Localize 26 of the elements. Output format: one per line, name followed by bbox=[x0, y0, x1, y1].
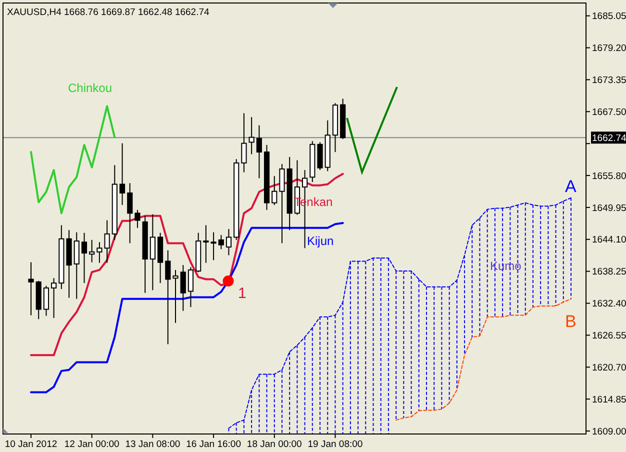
series-label: Kijun bbox=[307, 234, 334, 248]
y-tick-label: 1609.00 bbox=[592, 426, 626, 438]
x-tick-label: 10 Jan 2012 bbox=[4, 439, 58, 450]
annotation: 1 bbox=[238, 285, 246, 302]
y-tick-label: 1685.05 bbox=[592, 11, 626, 22]
x-tick-label: 18 Jan 00:00 bbox=[246, 439, 302, 450]
x-tick-label: 12 Jan 00:00 bbox=[64, 439, 120, 450]
ref-line-label: 1662.74 bbox=[592, 132, 626, 144]
y-tick-label: 1614.85 bbox=[592, 394, 626, 406]
y-tick-label: 1679.20 bbox=[592, 43, 626, 54]
series-label: B bbox=[565, 312, 576, 331]
series-label: A bbox=[565, 177, 577, 196]
y-tick-label: 1620.70 bbox=[592, 362, 626, 374]
y-tick-label: 1632.40 bbox=[592, 298, 626, 310]
text: XAUUSD,H4 1668.76 1669.87 1662.48 1662.74 bbox=[7, 7, 210, 18]
y-tick-label: 1626.55 bbox=[592, 330, 626, 342]
y-tick-label: 1667.50 bbox=[592, 106, 626, 118]
y-tick-label: 1649.95 bbox=[592, 202, 626, 214]
x-tick-label: 16 Jan 16:00 bbox=[186, 439, 242, 450]
y-tick-label: 1638.25 bbox=[592, 266, 626, 278]
x-tick-label: 13 Jan 08:00 bbox=[125, 439, 180, 450]
x-tick-label: 19 Jan 08:00 bbox=[308, 439, 363, 450]
y-tick-label: 1655.80 bbox=[592, 170, 626, 182]
y-tick-label: 1673.35 bbox=[592, 75, 626, 86]
y-tick-label: 1644.10 bbox=[592, 234, 626, 246]
series-label: Chinkou bbox=[68, 81, 112, 95]
